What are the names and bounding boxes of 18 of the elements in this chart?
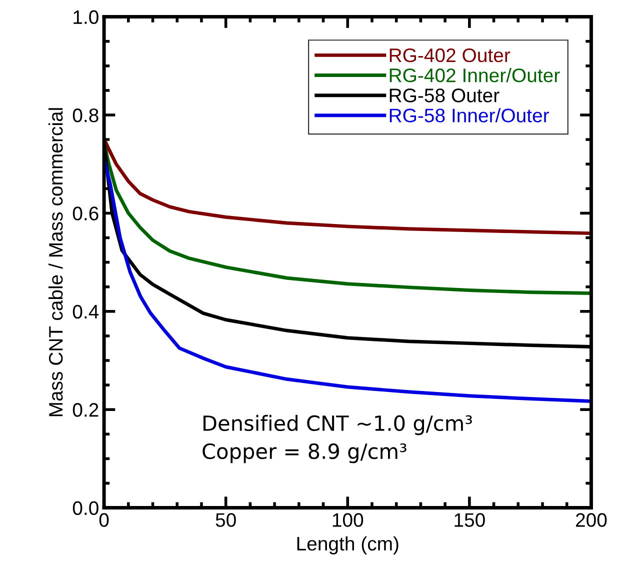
y-axis-title: Mass CNT cable / Mass commercial [48, 108, 63, 416]
legend-label: RG-58 Outer [390, 88, 500, 102]
x-tick-label: 150 [454, 513, 485, 527]
y-tick-label: 0.2 [72, 403, 98, 417]
legend-label: RG-402 Outer [390, 48, 510, 62]
y-tick-label: 0.8 [72, 108, 98, 122]
x-tick-label: 50 [216, 513, 236, 527]
annotation: Densified CNT ~1.0 g/cm³ Copper = 8.9 g/cm³ [202, 414, 472, 464]
x-axis-title: Length (cm) [297, 536, 398, 554]
y-tick-label: 1.0 [74, 10, 98, 24]
y-tick-label: 0.6 [72, 206, 98, 220]
y-tick-label: 0.4 [72, 304, 99, 319]
legend-label: RG-402 Inner/Outer [390, 68, 560, 82]
y-tick-label: 0.0 [72, 501, 98, 516]
x-tick-label: 200 [576, 513, 607, 527]
x-tick-label: 0 [99, 513, 109, 527]
x-tick-label: 100 [332, 513, 364, 527]
legend-label: RG-58 Inner/Outer [390, 108, 549, 122]
